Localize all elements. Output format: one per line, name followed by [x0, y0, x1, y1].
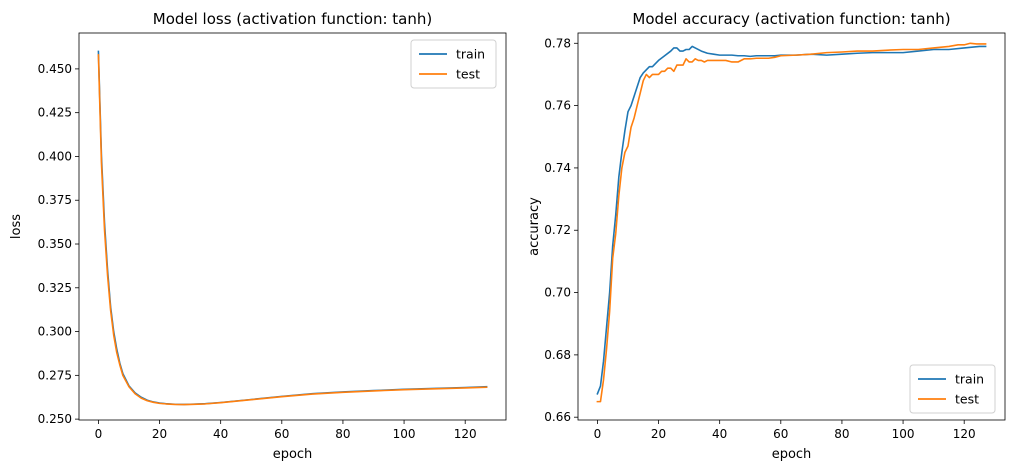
- y-tick-label: 0.425: [38, 106, 72, 120]
- y-tick-label: 0.300: [38, 325, 72, 339]
- x-tick-label: 0: [594, 427, 602, 441]
- x-tick-label: 100: [892, 427, 915, 441]
- series-line-train: [596, 45, 987, 395]
- chart-title: Model loss (activation function: tanh): [153, 10, 433, 28]
- x-axis-label: epoch: [772, 447, 812, 462]
- legend: train test: [410, 39, 497, 89]
- y-tick-label: 0.68: [544, 348, 571, 362]
- y-tick-label: 0.72: [544, 223, 571, 237]
- x-tick-label: 20: [152, 427, 167, 441]
- x-axis-label: epoch: [273, 447, 313, 462]
- x-tick-label: 80: [335, 427, 350, 441]
- plot-frame: [577, 32, 1006, 421]
- x-tick-label: 40: [712, 427, 727, 441]
- series-line-test: [596, 42, 987, 403]
- chart-panel-1: 0 20 40 60 80 100 120 0.66 0.68 0.70 0.72 0.74 0.76 0…: [527, 10, 1006, 462]
- y-tick-label: 0.450: [38, 62, 72, 76]
- y-axis-label: loss: [9, 214, 24, 239]
- legend: train test: [909, 364, 996, 414]
- legend-box: [410, 39, 497, 89]
- y-tick-label: 0.350: [38, 237, 72, 251]
- legend-label-test: test: [955, 392, 979, 407]
- y-tick-label: 0.74: [544, 161, 571, 175]
- y-tick-label: 0.76: [544, 99, 571, 113]
- series-line-train: [97, 50, 488, 406]
- y-tick-label: 0.78: [544, 36, 571, 50]
- x-tick-label: 80: [834, 427, 849, 441]
- x-tick-label: 0: [95, 427, 103, 441]
- y-tick-label: 0.250: [38, 412, 72, 426]
- x-tick-label: 100: [393, 427, 416, 441]
- legend-label-train: train: [955, 372, 984, 387]
- chart-title: Model accuracy (activation function: tan…: [632, 10, 950, 28]
- y-tick-label: 0.275: [38, 368, 72, 382]
- series-line-test: [97, 54, 488, 406]
- y-tick-label: 0.400: [38, 149, 72, 163]
- y-tick-label: 0.66: [544, 410, 571, 424]
- x-tick-label: 40: [213, 427, 228, 441]
- y-tick-label: 0.325: [38, 281, 72, 295]
- y-tick-label: 0.70: [544, 286, 571, 300]
- x-tick-label: 60: [773, 427, 788, 441]
- x-tick-label: 60: [274, 427, 289, 441]
- y-axis-label: accuracy: [527, 197, 542, 256]
- legend-box: [909, 364, 996, 414]
- x-tick-label: 120: [454, 427, 477, 441]
- x-tick-label: 120: [953, 427, 976, 441]
- legend-label-train: train: [456, 47, 485, 62]
- x-tick-label: 20: [651, 427, 666, 441]
- y-tick-label: 0.375: [38, 193, 72, 207]
- plot-frame: [78, 32, 507, 421]
- legend-label-test: test: [456, 67, 480, 82]
- chart-panel-0: 0 20 40 60 80 100 120 0.250 0.275 0.300 0.325 0.350…: [9, 10, 507, 462]
